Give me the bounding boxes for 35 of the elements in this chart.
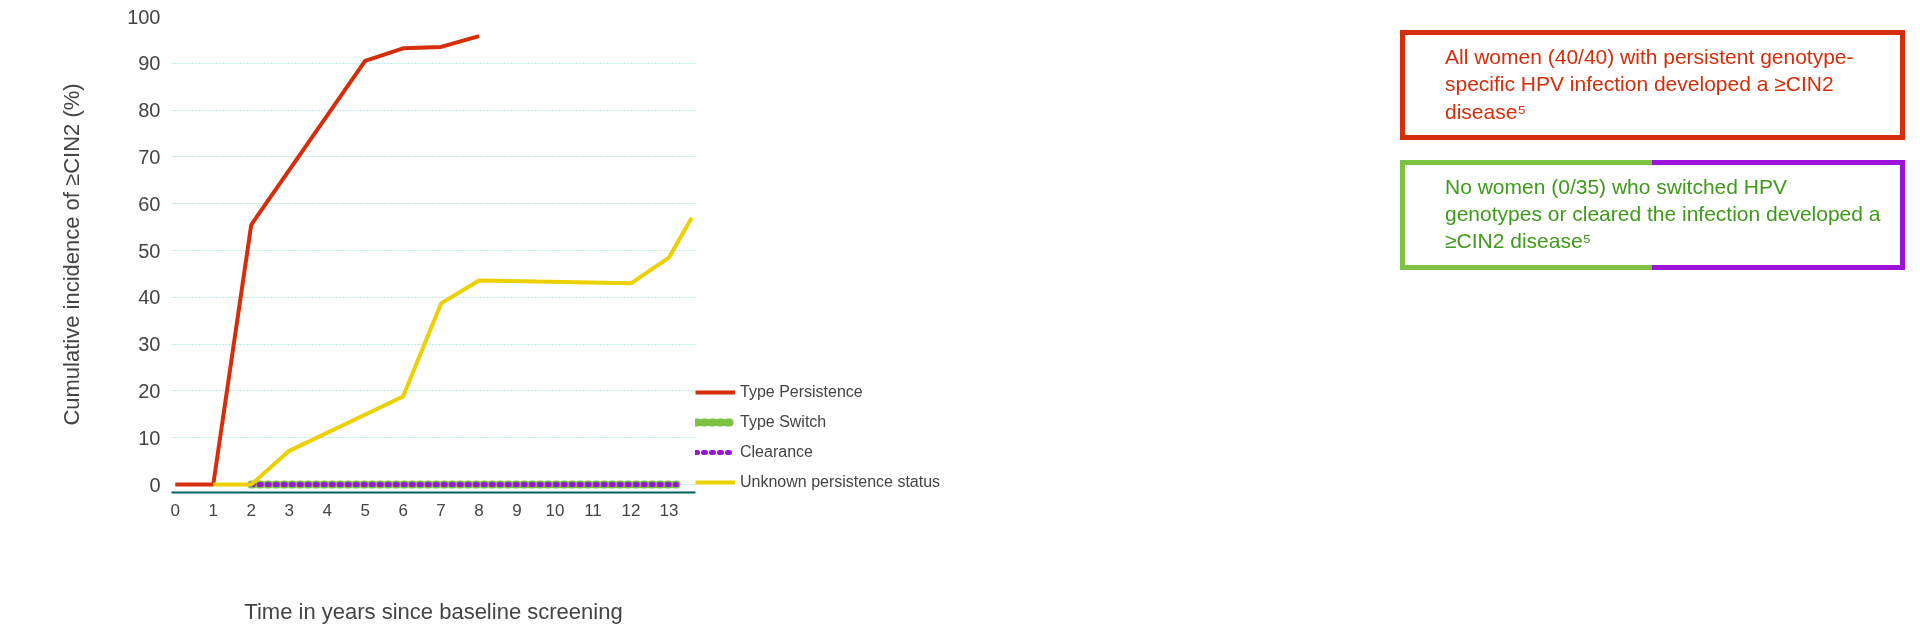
legend-label: Type Persistence <box>740 383 863 401</box>
x-tick-label: 5 <box>360 500 370 520</box>
x-tick-label: 12 <box>621 500 641 520</box>
y-tick-label: 20 <box>138 379 161 402</box>
y-tick-label: 70 <box>138 145 161 168</box>
x-tick-label: 0 <box>170 500 181 520</box>
y-tick-label: 60 <box>138 192 161 215</box>
x-tick-label: 8 <box>474 500 484 520</box>
x-axis-title: Time in years since baseline screening <box>244 598 623 624</box>
x-tick-label: 10 <box>545 500 565 520</box>
y-tick-label: 50 <box>138 239 161 262</box>
text: No women (0/35) who switched HPV genotypes or cleared the infection developed a ≥CIN2 disease⁵ <box>1445 173 1882 255</box>
y-tick-label: 80 <box>138 99 161 122</box>
x-tick-label: 13 <box>659 500 679 520</box>
x-tick-label: 2 <box>246 500 256 520</box>
y-tick-label: 40 <box>138 286 161 309</box>
y-tick-label: 30 <box>138 333 161 356</box>
x-tick-label: 6 <box>398 500 408 520</box>
y-tick-label: 0 <box>149 473 161 496</box>
line-series <box>211 215 694 487</box>
line-series <box>173 34 482 487</box>
x-tick-label: 7 <box>436 500 446 520</box>
x-tick-label: 11 <box>584 500 602 520</box>
y-tick-label: 10 <box>138 426 161 449</box>
y-axis-title: Cumulative incidence of ≥CIN2 (%) <box>59 83 85 426</box>
legend-label: Type Switch <box>740 413 827 431</box>
text: All women (40/40) with persistent genotype-specific HPV infection developed a ≥CIN2 disease⁵ <box>1445 44 1855 125</box>
x-tick-label: 9 <box>512 500 522 520</box>
x-tick-label: 1 <box>208 500 219 520</box>
legend-label: Unknown persistence status <box>740 473 941 491</box>
x-tick-label: 3 <box>284 500 294 520</box>
x-tick-label: 4 <box>322 500 332 520</box>
y-tick-label: 100 <box>127 5 161 28</box>
legend-label: Clearance <box>740 443 813 461</box>
y-tick-label: 90 <box>138 52 161 75</box>
